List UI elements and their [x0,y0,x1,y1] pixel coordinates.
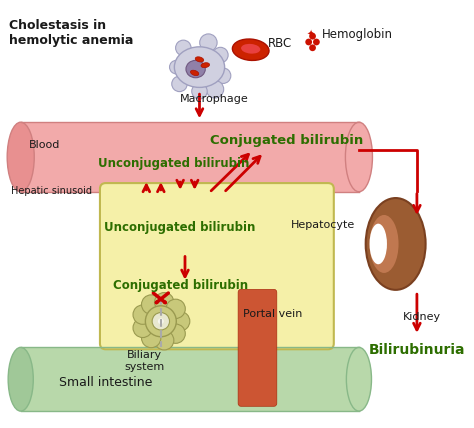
Text: Conjugated bilirubin: Conjugated bilirubin [113,279,248,292]
Circle shape [192,83,207,99]
Text: Bilirubinuria: Bilirubinuria [369,343,465,357]
Ellipse shape [346,348,372,411]
FancyBboxPatch shape [238,289,277,406]
Circle shape [146,306,176,337]
Circle shape [155,331,174,350]
Ellipse shape [366,198,426,290]
Circle shape [309,45,316,51]
Text: Biliary
system: Biliary system [124,350,164,372]
Bar [21,122,359,192]
Text: Small intestine: Small intestine [59,376,153,389]
Ellipse shape [195,57,204,62]
Circle shape [155,293,174,312]
Circle shape [133,305,152,324]
Circle shape [158,318,164,324]
Circle shape [170,60,183,74]
Ellipse shape [7,122,34,192]
Circle shape [142,328,161,348]
Ellipse shape [232,39,269,60]
Text: RBC: RBC [268,37,292,51]
Text: Kidney: Kidney [403,312,441,321]
Circle shape [171,312,190,331]
Text: Unconjugated bilirubin: Unconjugated bilirubin [98,157,249,170]
Circle shape [142,295,161,314]
Ellipse shape [241,44,260,54]
Text: Hemoglobin: Hemoglobin [322,28,393,41]
Text: Conjugated bilirubin: Conjugated bilirubin [210,134,363,147]
Circle shape [166,324,185,343]
Ellipse shape [8,348,33,411]
Text: Cholestasis in
hemolytic anemia: Cholestasis in hemolytic anemia [9,19,134,47]
Ellipse shape [370,215,399,273]
Circle shape [200,34,217,51]
Ellipse shape [186,60,205,78]
Circle shape [152,312,170,330]
Ellipse shape [346,122,373,192]
Ellipse shape [201,62,210,68]
Text: Portal vein: Portal vein [243,309,302,319]
Text: ✦: ✦ [307,29,315,39]
Ellipse shape [174,47,225,87]
Circle shape [175,40,191,56]
Circle shape [215,68,231,83]
Text: Hepatocyte: Hepatocyte [292,220,356,230]
Circle shape [213,48,228,63]
Text: Macrophage: Macrophage [180,94,248,104]
Circle shape [133,318,152,338]
Ellipse shape [191,70,199,76]
Circle shape [206,80,224,98]
Text: Blood: Blood [28,140,60,150]
Circle shape [305,39,312,45]
Text: Hepatic sinusoid: Hepatic sinusoid [11,186,92,196]
Ellipse shape [370,224,387,264]
Bar [21,348,359,411]
Text: Unconjugated bilirubin: Unconjugated bilirubin [104,221,256,234]
Circle shape [172,76,187,92]
Circle shape [309,33,316,39]
Circle shape [313,39,320,45]
FancyBboxPatch shape [100,183,334,349]
Circle shape [166,299,185,318]
